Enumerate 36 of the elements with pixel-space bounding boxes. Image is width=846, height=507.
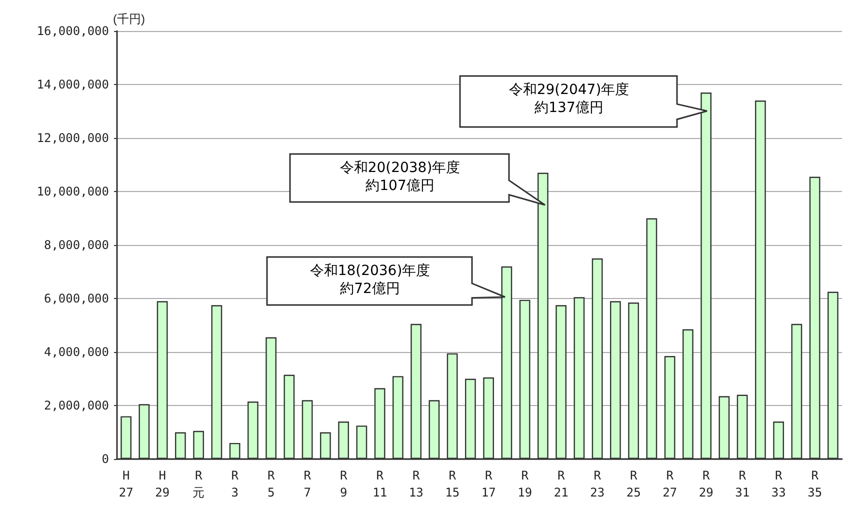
x-tick-label: R 25 (626, 468, 641, 500)
annotation: 約107億円 (366, 178, 434, 194)
x-tick-label: R 3 (231, 468, 240, 500)
x-tick-label: R 11 (372, 468, 388, 500)
x-tick-label: H 27 (118, 468, 134, 500)
x-tick-label: R 15 (445, 468, 460, 500)
x-tick-label: R 31 (735, 468, 750, 500)
x-tick-label: R 9 (340, 468, 348, 500)
annotation: 約72億円 (340, 281, 400, 297)
annotation: 令和20(2038)年度 (340, 160, 460, 176)
y-tick-label: 8,000,000 (44, 238, 109, 252)
x-tick-label: R 元 (192, 468, 205, 500)
y-tick-label: 12,000,000 (36, 131, 109, 145)
x-tick-label: R 19 (518, 468, 532, 500)
y-tick-label: 4,000,000 (44, 345, 109, 359)
y-tick-label: 6,000,000 (44, 292, 109, 306)
x-tick-label: R 5 (267, 468, 276, 500)
annotation: 令和29(2047)年度 (508, 82, 630, 98)
y-tick-label: 16,000,000 (36, 24, 109, 38)
y-axis-title: (千円) (113, 12, 145, 26)
x-tick-label: R 33 (771, 468, 786, 500)
y-tick-label: 14,000,000 (36, 78, 109, 92)
x-tick-label: R 29 (698, 468, 714, 500)
x-tick-label: R 7 (304, 468, 312, 500)
y-tick-label: 2,000,000 (44, 398, 109, 412)
x-tick-label: R 17 (481, 468, 496, 500)
annotation: 令和18(2036)年度 (310, 263, 430, 279)
x-tick-label: R 13 (408, 468, 424, 500)
x-tick-label: R 35 (808, 468, 822, 500)
x-tick-label: R 27 (662, 468, 678, 500)
y-tick-label: 0 (102, 452, 109, 466)
annotation: 約137億円 (534, 100, 604, 116)
x-tick-label: R 23 (590, 468, 605, 500)
x-tick-label: H 29 (155, 468, 170, 500)
x-tick-label: R 21 (554, 468, 568, 500)
y-tick-label: 10,000,000 (36, 184, 109, 198)
